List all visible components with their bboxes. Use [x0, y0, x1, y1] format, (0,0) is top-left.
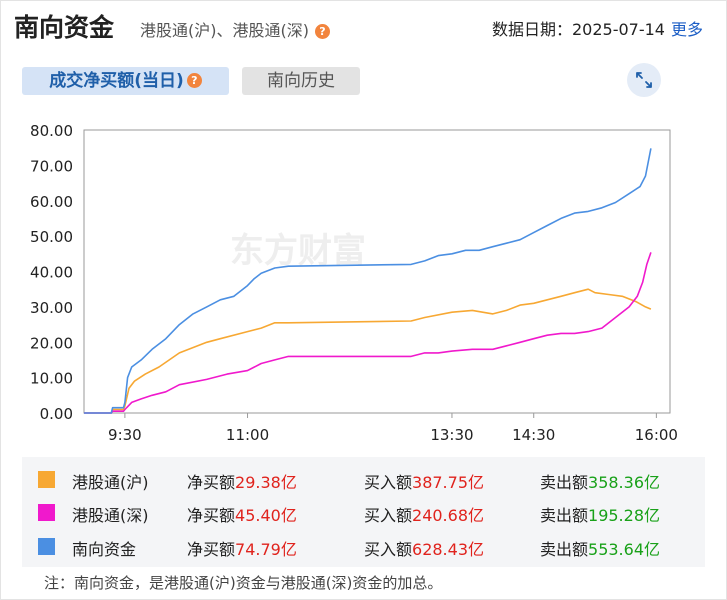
buy-amount: 买入额628.43亿	[364, 540, 485, 559]
line-chart: 东方财富 80.00 70.00 60.00 50.00 40.00 30.00 20.00…	[30, 122, 678, 444]
help-icon[interactable]: ?	[186, 73, 202, 88]
y-tick-label: 80.00	[30, 122, 73, 140]
legend-name: 港股通(深)	[72, 506, 149, 525]
page-title: 南向资金	[14, 13, 115, 42]
more-link[interactable]: 更多	[670, 20, 703, 39]
legend-swatch	[38, 538, 55, 555]
plot-area	[83, 129, 671, 414]
y-tick-label: 10.00	[30, 370, 73, 388]
x-tick-label: 11:00	[226, 426, 269, 444]
legend-table: 港股通(沪) 净买额29.38亿 买入额387.75亿 卖出额358.36亿 港…	[22, 457, 705, 567]
x-tick-label: 16:00	[635, 426, 678, 444]
legend-swatch	[38, 471, 55, 488]
series-line-2	[84, 148, 652, 414]
net-buy: 净买额45.40亿	[187, 506, 297, 525]
y-tick-label: 20.00	[30, 334, 73, 352]
footnote: 注：南向资金，是港股通(沪)资金与港股通(深)资金的加总。	[44, 574, 443, 592]
buy-amount: 买入额240.68亿	[364, 506, 485, 525]
tab-net-buy-today[interactable]: 成交净买额(当日)?	[22, 67, 229, 95]
legend-row-sh: 港股通(沪) 净买额29.38亿 买入额387.75亿 卖出额358.36亿	[22, 464, 705, 494]
legend-name: 南向资金	[72, 540, 137, 559]
series-lines	[84, 148, 652, 414]
y-tick-label: 30.00	[30, 299, 73, 317]
buy-amount: 买入额387.75亿	[364, 473, 485, 492]
net-buy: 净买额29.38亿	[187, 473, 297, 492]
x-axis: 9:30 11:00 13:30 14:30 16:00	[108, 413, 678, 444]
data-date: 数据日期：2025-07-14	[492, 20, 665, 39]
x-tick-label: 13:30	[430, 426, 473, 444]
sell-amount: 卖出额195.28亿	[540, 506, 661, 525]
series-line-1	[84, 252, 652, 414]
help-icon[interactable]: ?	[314, 24, 330, 39]
legend-row-total: 南向资金 净买额74.79亿 买入额628.43亿 卖出额553.64亿	[22, 531, 705, 561]
watermark: 东方财富	[230, 231, 366, 271]
y-tick-label: 50.00	[30, 228, 73, 246]
sell-amount: 卖出额358.36亿	[540, 473, 661, 492]
expand-icon[interactable]	[627, 63, 661, 97]
legend-row-sz: 港股通(深) 净买额45.40亿 买入额240.68亿 卖出额195.28亿	[22, 497, 705, 527]
sell-amount: 卖出额553.64亿	[540, 540, 661, 559]
net-buy: 净买额74.79亿	[187, 540, 297, 559]
tab-southbound-history-label: 南向历史	[267, 71, 335, 91]
legend-name: 港股通(沪)	[72, 473, 149, 492]
subtitle-text: 港股通(沪)、港股通(深)	[140, 21, 309, 40]
y-tick-label: 60.00	[30, 193, 73, 211]
tab-southbound-history[interactable]: 南向历史	[242, 67, 360, 95]
y-tick-label: 0.00	[40, 405, 73, 423]
y-tick-label: 70.00	[30, 157, 73, 175]
x-tick-label: 14:30	[512, 426, 555, 444]
legend-swatch	[38, 504, 55, 521]
subtitle: 港股通(沪)、港股通(深)?	[140, 17, 330, 41]
tab-net-buy-today-label: 成交净买额(当日)	[49, 71, 184, 91]
x-tick-label: 9:30	[108, 426, 142, 444]
header: 南向资金 港股通(沪)、港股通(深)? 数据日期：2025-07-14 更多	[0, 0, 727, 52]
series-line-0	[84, 288, 652, 414]
y-axis: 80.00 70.00 60.00 50.00 40.00 30.00 20.00 10.00…	[30, 122, 73, 423]
y-tick-label: 40.00	[30, 264, 73, 282]
